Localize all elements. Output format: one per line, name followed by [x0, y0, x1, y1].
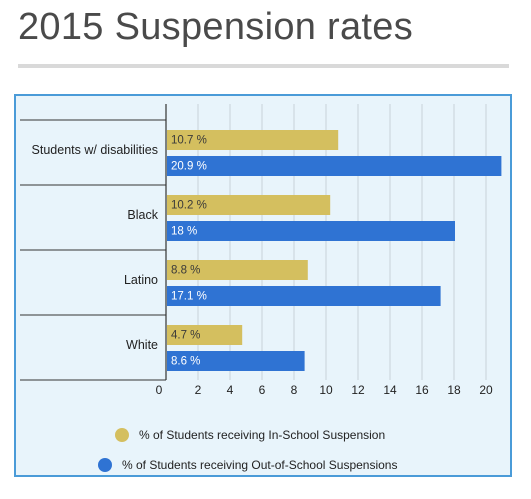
legend-label: % of Students receiving In-School Suspen… — [139, 428, 385, 442]
data-label: 20.9 % — [171, 161, 207, 173]
x-tick-label: 10 — [319, 383, 333, 397]
legend-marker — [115, 428, 129, 442]
category-label: White — [126, 338, 158, 352]
bar-in-school — [167, 260, 308, 280]
x-tick-label: 14 — [383, 383, 397, 397]
page-title: 2015 Suspension rates — [18, 6, 414, 48]
bar-in-school — [167, 130, 339, 150]
suspension-bar-chart: Students w/ disabilities 10.7 % 20.9 % Blac… — [20, 104, 502, 472]
data-label: 10.2 % — [171, 200, 207, 212]
category-label: Students w/ disabilities — [32, 143, 158, 157]
x-tick-label: 2 — [195, 383, 202, 397]
data-label: 4.7 % — [171, 330, 200, 342]
x-tick-label: 18 — [447, 383, 461, 397]
x-tick-label: 4 — [227, 383, 234, 397]
data-label: 17.1 % — [171, 291, 207, 303]
category-label: Black — [127, 208, 158, 222]
x-tick-label: 0 — [156, 383, 163, 397]
x-tick-label: 12 — [351, 383, 365, 397]
data-label: 8.8 % — [171, 265, 200, 277]
x-tick-label: 6 — [259, 383, 266, 397]
bar-out-of-school — [167, 351, 305, 371]
legend-marker — [98, 458, 112, 472]
category-label: Latino — [124, 273, 158, 287]
bar-in-school — [167, 195, 331, 215]
data-label: 10.7 % — [171, 135, 207, 147]
chart-panel: Students w/ disabilities 10.7 % 20.9 % Blac… — [14, 94, 512, 477]
bar-out-of-school — [167, 156, 502, 176]
x-tick-label: 8 — [291, 383, 298, 397]
data-label: 8.6 % — [171, 356, 200, 368]
x-tick-label: 16 — [415, 383, 429, 397]
bar-out-of-school — [167, 286, 441, 306]
bar-out-of-school — [167, 221, 455, 241]
bar-in-school — [167, 325, 243, 345]
title-divider — [18, 64, 509, 68]
x-tick-label: 20 — [479, 383, 493, 397]
data-label: 18 % — [171, 226, 197, 238]
legend-label: % of Students receiving Out-of-School Su… — [122, 458, 397, 472]
